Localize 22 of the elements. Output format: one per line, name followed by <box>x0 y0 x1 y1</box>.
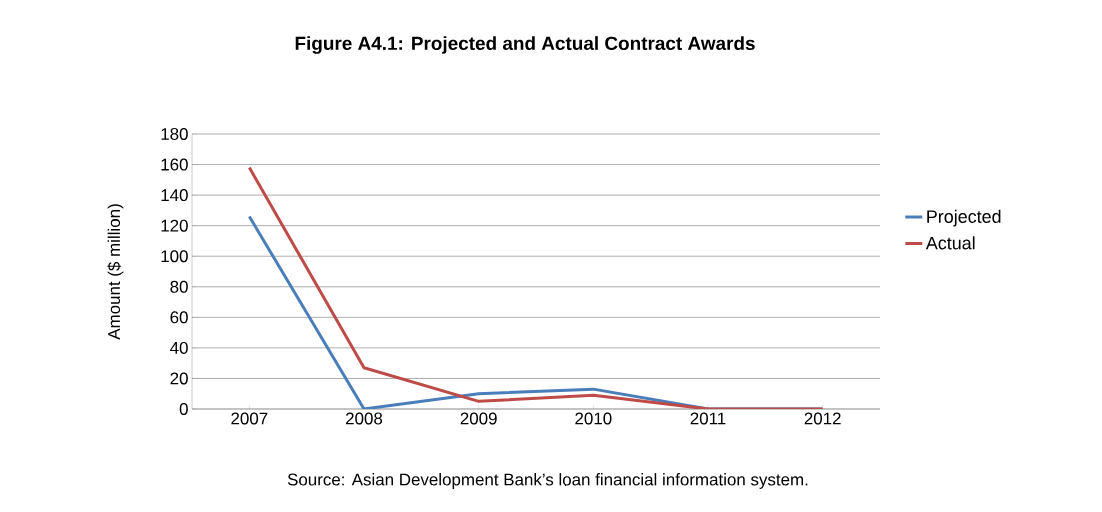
y-tick-label: 20 <box>170 372 188 385</box>
source-note: Source: Asian Development Bank’s loan financial information system. <box>287 473 808 489</box>
y-tick-label: 60 <box>170 311 188 324</box>
x-tick-label: 2007 <box>231 412 268 425</box>
line-series <box>247 166 825 409</box>
y-tick-label: 180 <box>161 128 188 140</box>
y-tick-label: 80 <box>170 280 188 293</box>
y-tick-label: 0 <box>179 403 188 415</box>
x-tick-label: 2008 <box>346 412 383 425</box>
y-tick-label: 120 <box>161 219 188 232</box>
y-tick-label: 160 <box>161 158 188 171</box>
x-tick-label: 2009 <box>460 412 497 425</box>
legend-label: Actual <box>925 236 975 250</box>
chart-title: Figure A4.1: Projected and Actual Contract Awards <box>295 36 755 54</box>
y-axis-title: Amount ($ million) <box>107 204 124 340</box>
y-tick-label: 100 <box>161 250 188 263</box>
legend-label: Projected <box>927 209 1001 227</box>
y-tick-label: 140 <box>161 189 188 202</box>
y-tick-label: 40 <box>170 341 188 354</box>
x-tick-label: 2012 <box>804 412 841 425</box>
x-tick-label: 2011 <box>690 412 726 425</box>
x-tick-label: 2010 <box>575 412 612 425</box>
